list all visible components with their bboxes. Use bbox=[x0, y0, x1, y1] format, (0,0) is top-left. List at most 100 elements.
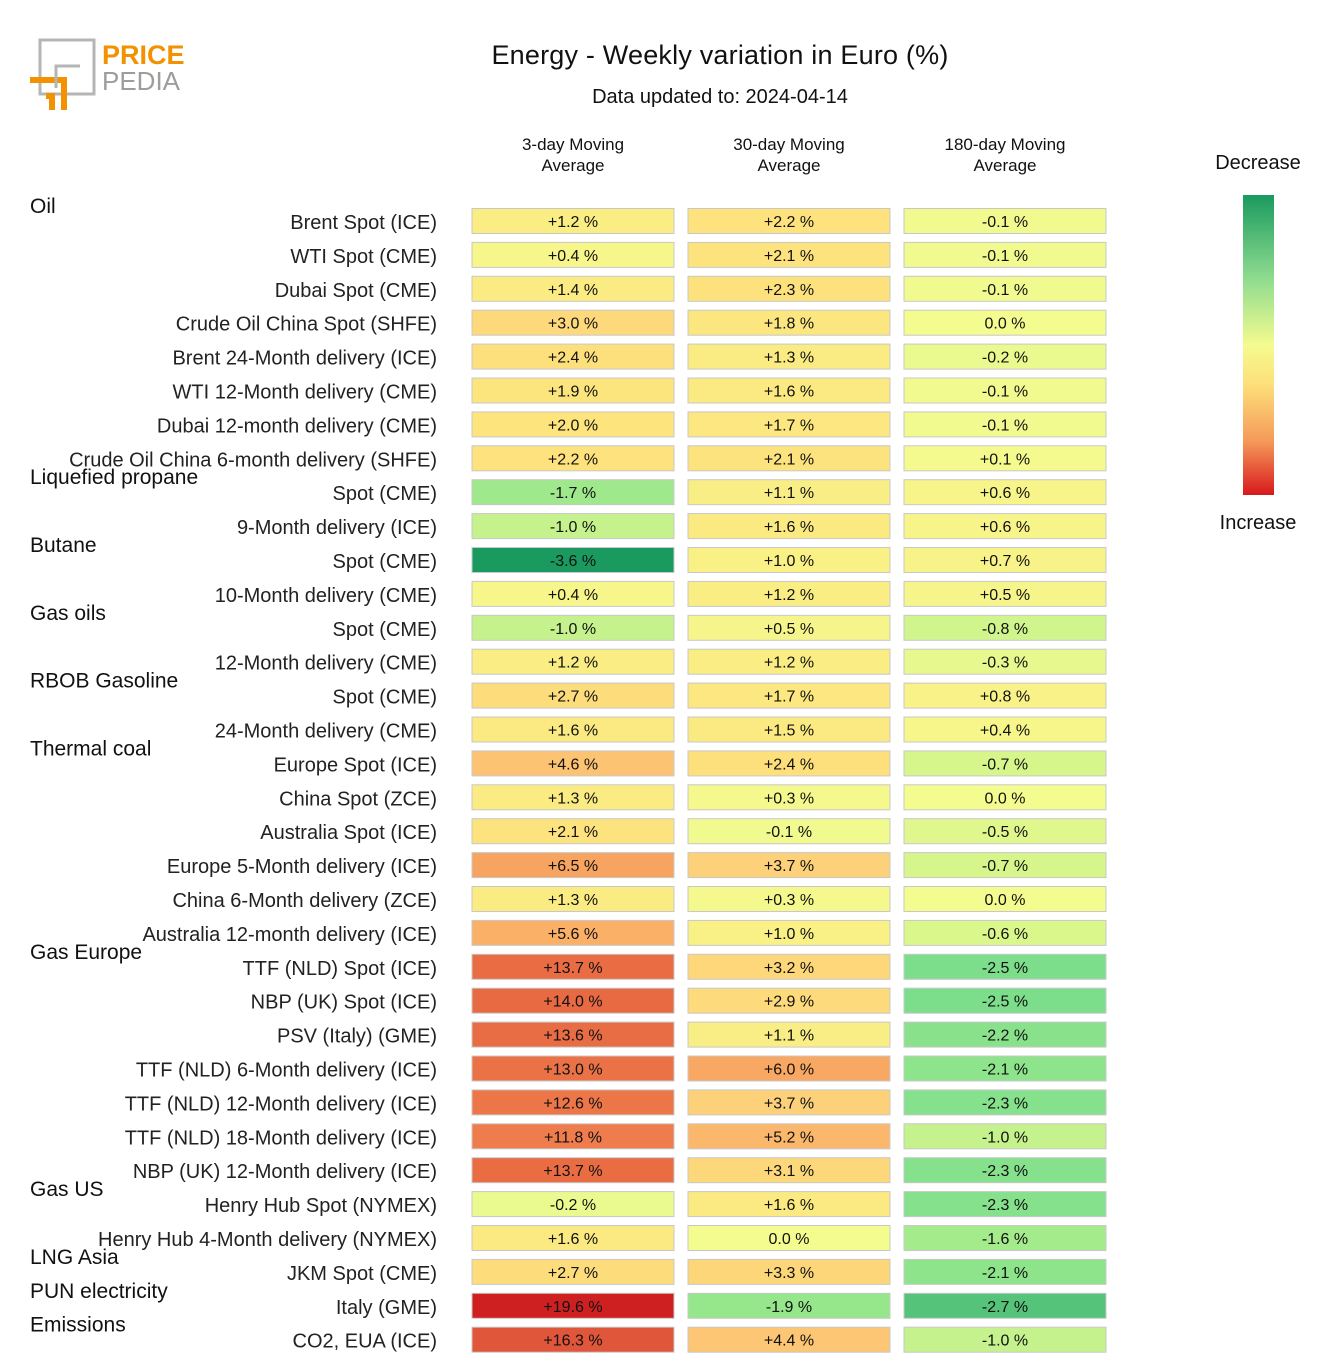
heatmap-cell bbox=[687, 208, 891, 234]
row-label: WTI 12-Month delivery (CME) bbox=[173, 382, 438, 404]
cell-value: +1.4 % bbox=[548, 282, 598, 299]
heatmap-cell bbox=[687, 1021, 891, 1048]
heatmap-cell bbox=[471, 547, 675, 573]
heatmap-cell bbox=[687, 852, 891, 879]
heatmap-cell bbox=[471, 852, 675, 879]
row-label: Europe 5-Month delivery (ICE) bbox=[167, 856, 437, 878]
heatmap-cell bbox=[687, 716, 891, 743]
heatmap-cell bbox=[471, 275, 675, 302]
column-header-line: 3-day Moving bbox=[521, 135, 625, 154]
cell-value: +1.1 % bbox=[764, 1028, 814, 1045]
heatmap-cell bbox=[687, 1326, 891, 1353]
cell-value: +0.4 % bbox=[548, 587, 598, 604]
cell-value: +2.2 % bbox=[548, 451, 598, 468]
cell-value: +1.8 % bbox=[764, 316, 814, 333]
cell-value: -0.1 % bbox=[766, 824, 812, 841]
row-label: TTF (NLD) 6-Month delivery (ICE) bbox=[136, 1060, 437, 1082]
cell-value: +0.3 % bbox=[764, 892, 814, 909]
cell-value: -2.1 % bbox=[982, 1265, 1028, 1282]
heatmap-cell bbox=[903, 1326, 1107, 1353]
heatmap-cell bbox=[903, 987, 1107, 1014]
heatmap-cell bbox=[903, 275, 1107, 302]
cell-value: +1.7 % bbox=[764, 689, 814, 706]
chart-title: Energy - Weekly variation in Euro (%) bbox=[491, 40, 949, 70]
row-label: Dubai 12-month delivery (CME) bbox=[157, 415, 437, 437]
cell-value: +4.6 % bbox=[548, 756, 598, 773]
cell-value: -0.5 % bbox=[982, 824, 1028, 841]
heatmap-cell bbox=[687, 1191, 891, 1218]
cell-value: +1.3 % bbox=[548, 892, 598, 909]
cell-value: +14.0 % bbox=[543, 994, 602, 1011]
cell-value: +1.7 % bbox=[764, 417, 814, 434]
cell-value: -0.1 % bbox=[982, 214, 1028, 231]
heatmap-cell bbox=[903, 1292, 1107, 1319]
row-label: TTF (NLD) 18-Month delivery (ICE) bbox=[125, 1127, 437, 1149]
heatmap-cell bbox=[903, 580, 1107, 607]
cell-value: +13.0 % bbox=[543, 1062, 602, 1079]
heatmap-cell bbox=[903, 919, 1107, 946]
heatmap-cell bbox=[687, 309, 891, 336]
column-header-line: Average bbox=[541, 156, 605, 175]
group-label: PUN electricity bbox=[30, 1280, 168, 1303]
heatmap-cell bbox=[687, 886, 891, 912]
cell-value: +2.1 % bbox=[764, 248, 814, 265]
logo-gray-mark bbox=[54, 64, 80, 88]
heatmap-cell bbox=[687, 479, 891, 506]
cell-value: +0.6 % bbox=[980, 519, 1030, 536]
row-label: 9-Month delivery (ICE) bbox=[237, 517, 437, 539]
cell-value: +19.6 % bbox=[543, 1299, 602, 1316]
cell-value: -0.1 % bbox=[982, 248, 1028, 265]
cell-value: +16.3 % bbox=[543, 1333, 602, 1350]
heatmap-cell bbox=[903, 1157, 1107, 1184]
cell-value: +5.2 % bbox=[764, 1129, 814, 1146]
heatmap-cell bbox=[903, 1123, 1107, 1150]
heatmap-cell bbox=[903, 886, 1107, 912]
cell-value: +0.4 % bbox=[980, 723, 1030, 740]
heatmap-cell bbox=[471, 1292, 675, 1319]
heatmap-cell bbox=[903, 1021, 1107, 1048]
cell-value: -2.1 % bbox=[982, 1062, 1028, 1079]
heatmap-cell bbox=[687, 241, 891, 268]
cell-value: -0.8 % bbox=[982, 621, 1028, 638]
heatmap-cell bbox=[903, 614, 1107, 641]
cell-value: +0.6 % bbox=[980, 485, 1030, 502]
heatmap-cell bbox=[687, 953, 891, 980]
heatmap-cell bbox=[471, 479, 675, 506]
heatmap-cell bbox=[903, 784, 1107, 811]
heatmap-cell bbox=[903, 818, 1107, 845]
heatmap-cell bbox=[471, 1123, 675, 1150]
cell-value: +13.7 % bbox=[543, 1163, 602, 1180]
heatmap-cell bbox=[471, 513, 675, 540]
row-label: 24-Month delivery (CME) bbox=[215, 721, 437, 743]
heatmap-cell bbox=[471, 445, 675, 472]
cell-value: +13.7 % bbox=[543, 960, 602, 977]
column-header-line: 180-day Moving bbox=[944, 135, 1066, 154]
cell-value: 0.0 % bbox=[985, 892, 1026, 909]
cell-value: +2.0 % bbox=[548, 417, 598, 434]
heatmap-cell bbox=[471, 648, 675, 675]
cell-value: -1.7 % bbox=[550, 485, 596, 502]
heatmap-cell bbox=[687, 445, 891, 472]
cell-value: +2.3 % bbox=[764, 282, 814, 299]
heatmap-cell bbox=[471, 784, 675, 811]
heatmap-cell bbox=[903, 208, 1107, 234]
heatmap-cell bbox=[903, 377, 1107, 404]
cell-value: -0.7 % bbox=[982, 858, 1028, 875]
cell-value: +3.3 % bbox=[764, 1265, 814, 1282]
group-label: Gas Europe bbox=[30, 941, 142, 964]
column-header-3-day: 3-day Moving Average bbox=[472, 134, 674, 176]
cell-value: +1.2 % bbox=[764, 587, 814, 604]
cell-value: -1.0 % bbox=[982, 1333, 1028, 1350]
cell-value: +1.6 % bbox=[764, 384, 814, 401]
cell-value: +1.2 % bbox=[764, 655, 814, 672]
cell-value: -3.6 % bbox=[550, 553, 596, 570]
logo-text-pedia: PEDIA bbox=[102, 66, 181, 96]
cell-value: +3.2 % bbox=[764, 960, 814, 977]
cell-value: +1.6 % bbox=[764, 1197, 814, 1214]
heatmap-cell bbox=[471, 1326, 675, 1353]
group-label: LNG Asia bbox=[30, 1246, 119, 1269]
cell-value: +2.4 % bbox=[764, 756, 814, 773]
heatmap-cell bbox=[687, 275, 891, 302]
cell-value: +0.4 % bbox=[548, 248, 598, 265]
heatmap-cell bbox=[903, 309, 1107, 336]
